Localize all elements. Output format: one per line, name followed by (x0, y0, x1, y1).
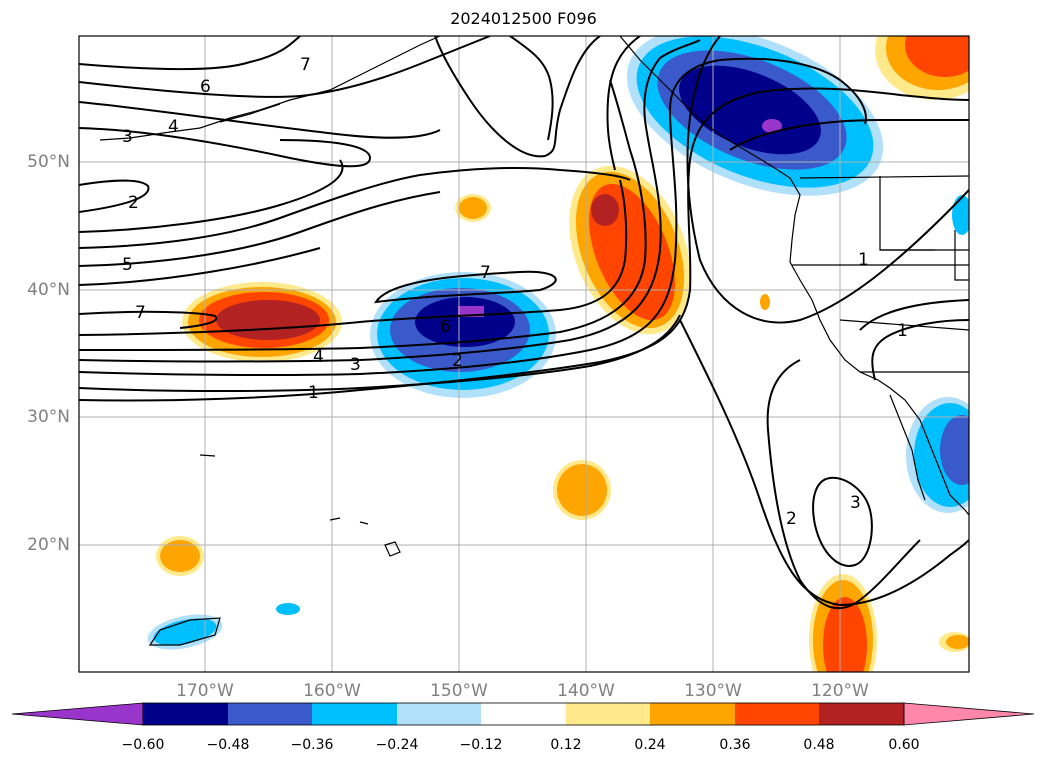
colorbar-tick-label: −0.60 (121, 737, 165, 753)
map-frame (78, 35, 970, 673)
contour-label: 7 (480, 263, 491, 283)
contour-label: 7 (135, 303, 146, 323)
colorbar-tick-label: −0.48 (206, 737, 250, 753)
coastlines (99, 36, 969, 646)
colorbar-tick-label: −0.24 (375, 737, 419, 753)
contour-label: 4 (168, 117, 179, 137)
contour-label: 1 (858, 250, 869, 270)
lat-label: 20°N (27, 535, 70, 555)
contour-label: 3 (350, 355, 361, 375)
contour-label: 4 (313, 347, 324, 367)
lat-label: 40°N (27, 280, 70, 300)
contour-label: 1 (897, 321, 908, 341)
lat-label: 30°N (27, 407, 70, 427)
lon-label: 140°W (557, 681, 615, 701)
lon-label: 120°W (811, 681, 869, 701)
contour-label: 7 (300, 55, 311, 75)
positive-anomaly-northeast (875, 36, 969, 100)
contour-label: 2 (128, 193, 139, 213)
contour-label: 3 (122, 127, 133, 147)
contour-label: 2 (452, 351, 463, 371)
contour-label: 5 (122, 255, 133, 275)
lon-label: 130°W (684, 681, 742, 701)
contour-label: 1 (308, 383, 319, 403)
contour-lines (79, 36, 969, 610)
lon-label: 160°W (303, 681, 361, 701)
colorbar-tick-label: 0.24 (634, 737, 666, 753)
colorbar (11, 702, 1035, 726)
colorbar-tick-label: 0.36 (719, 737, 751, 753)
contour-label: 6 (440, 317, 451, 337)
colorbar-low-extension (11, 702, 144, 726)
contour-label-group: 7 6 3 4 2 5 7 7 6 4 3 2 1 1 1 2 3 (122, 55, 908, 529)
colorbar-tick-label: 0.48 (803, 737, 835, 753)
colorbar-tick-label: 0.60 (888, 737, 920, 753)
map-title: 2024012500 F096 (450, 9, 597, 28)
colorbar-tick-label: −0.36 (290, 737, 334, 753)
contour-label: 3 (850, 493, 861, 513)
lat-label: 50°N (27, 152, 70, 172)
colorbar-tick-label: 0.12 (550, 737, 582, 753)
colorbar-high-extension (903, 702, 1035, 726)
lon-label: 170°W (176, 681, 234, 701)
colorbar-tick-label: −0.12 (459, 737, 503, 753)
contour-label: 2 (786, 509, 797, 529)
negative-anomaly-mexico (906, 397, 969, 513)
contour-label: 6 (200, 77, 211, 97)
lon-label: 150°W (430, 681, 488, 701)
